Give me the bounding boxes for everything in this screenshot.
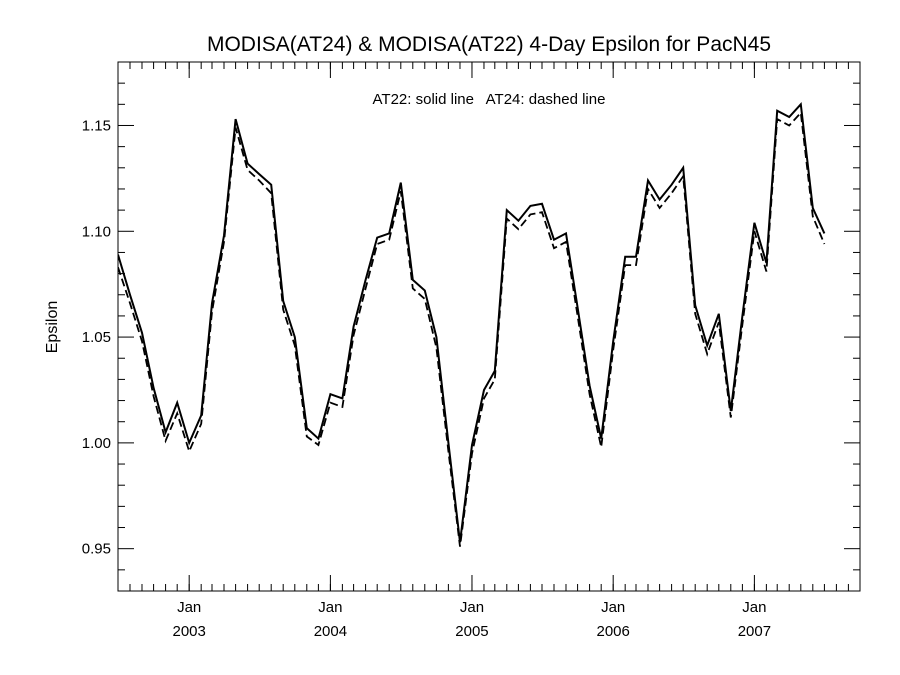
x-tick-label-year-2: 2005 <box>455 623 488 640</box>
x-tick-label-year-3: 2006 <box>596 623 629 640</box>
x-tick-label-month-4: Jan <box>742 599 766 616</box>
y-tick-label-4: 1.15 <box>82 117 111 134</box>
x-minor-ticks <box>117 62 861 591</box>
legend-annotation: AT22: solid line AT24: dashed line <box>373 91 606 108</box>
x-tick-label-year-4: 2007 <box>738 623 771 640</box>
x-tick-label-month-2: Jan <box>460 599 484 616</box>
series-line-at24 <box>118 110 826 547</box>
x-tick-label-month-1: Jan <box>318 599 342 616</box>
x-tick-label-month-3: Jan <box>601 599 625 616</box>
y-tick-label-0: 0.95 <box>82 541 111 558</box>
x-tick-label-year-1: 2004 <box>314 623 347 640</box>
x-tick-label-month-0: Jan <box>177 599 201 616</box>
plot-frame <box>117 61 861 592</box>
y-tick-label-2: 1.05 <box>82 329 111 346</box>
y-tick-label-1: 1.00 <box>82 435 111 452</box>
series-line-at22 <box>118 102 826 543</box>
x-tick-label-year-0: 2003 <box>172 623 205 640</box>
y-ticks: 0.95 1.00 1.05 1.10 1.15 <box>82 61 860 592</box>
chart-title: MODISA(AT24) & MODISA(AT22) 4-Day Epsilo… <box>207 33 771 56</box>
x-ticks: Jan 2003 Jan 2004 Jan 2005 Jan 2006 Jan 2007 <box>172 62 771 640</box>
y-axis-label: Epsilon <box>44 301 61 353</box>
series-layer <box>118 102 826 547</box>
y-tick-label-3: 1.10 <box>82 223 111 240</box>
